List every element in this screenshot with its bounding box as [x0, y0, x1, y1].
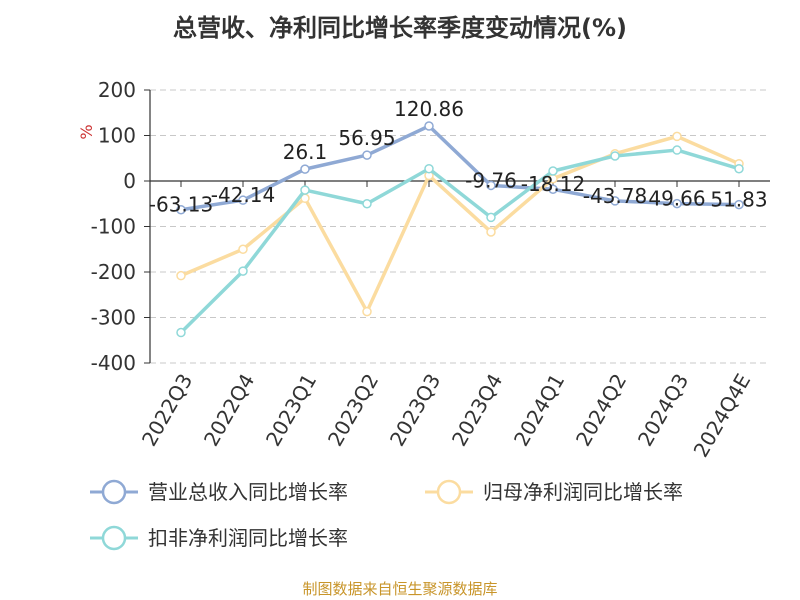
- series-point: [176, 204, 186, 215]
- x-tick-label: 2022Q3: [137, 370, 197, 451]
- series-point: [362, 199, 372, 209]
- y-tick-label: -200: [91, 260, 136, 284]
- series-point: [300, 185, 310, 195]
- series-point: [362, 150, 372, 160]
- legend-label: 归母净利润同比增长率: [483, 480, 683, 504]
- series-point: [548, 166, 558, 176]
- data-label: -43.78: [583, 184, 647, 208]
- data-label: 56.95: [338, 126, 395, 150]
- legend-item: 营业总收入同比增长率: [90, 479, 348, 505]
- data-label: 26.1: [283, 140, 328, 164]
- y-tick-label: -400: [91, 351, 136, 375]
- grid-lines: [150, 89, 770, 364]
- legend-item: 扣非净利润同比增长率: [90, 525, 348, 551]
- series-point: [672, 131, 682, 142]
- x-tick-label: 2024Q1: [509, 370, 569, 451]
- data-label: -42.14: [211, 183, 275, 207]
- y-axis-label: %: [77, 124, 96, 139]
- x-tick-label: 2022Q4: [199, 370, 259, 451]
- x-tick-label: 2023Q3: [385, 370, 445, 451]
- data-label: -63.13: [149, 193, 213, 217]
- legend-label: 扣非净利润同比增长率: [148, 526, 348, 550]
- y-tick-label: 0: [123, 169, 136, 193]
- series-point: [486, 212, 496, 223]
- data-label: 51.83: [710, 188, 767, 212]
- data-label: -9.76: [465, 168, 517, 192]
- x-tick-label: 2023Q2: [323, 370, 383, 451]
- series-line: [180, 124, 740, 212]
- series-point: [238, 266, 248, 276]
- y-tick-label: -300: [91, 306, 136, 330]
- series-line: [179, 148, 740, 334]
- data-label: -18.12: [521, 172, 585, 196]
- series-point: [734, 163, 744, 174]
- x-tick-label: 2024Q2: [571, 370, 631, 451]
- x-tick-label: 2023Q4: [447, 370, 507, 451]
- legend-item: 归母净利润同比增长率: [425, 479, 683, 505]
- x-tick-label: 2023Q1: [261, 370, 321, 451]
- y-tick-label: 200: [98, 78, 136, 102]
- series-point: [610, 151, 620, 161]
- series-point: [734, 199, 744, 210]
- series-point: [362, 306, 372, 317]
- series-point: [486, 180, 496, 191]
- y-tick-label: -100: [91, 215, 136, 239]
- x-tick-label: 2024Q3: [633, 370, 693, 451]
- source-note: 制图数据来自恒生聚源数据库: [302, 580, 498, 598]
- series-point: [424, 121, 434, 131]
- series-point: [672, 145, 682, 155]
- legend-swatch-marker: [101, 479, 127, 505]
- series-point: [548, 184, 558, 194]
- series-point: [300, 164, 310, 174]
- series-point: [486, 227, 496, 237]
- legend-label: 营业总收入同比增长率: [148, 480, 348, 504]
- series-line: [180, 134, 740, 314]
- series-lines: [176, 121, 744, 338]
- chart-title: 总营收、净利同比增长率季度变动情况(%): [173, 14, 627, 42]
- series-point: [424, 163, 434, 174]
- series-point: [176, 327, 186, 338]
- legend-swatch-marker: [101, 525, 127, 551]
- series-point: [238, 244, 248, 254]
- data-label: 49.66: [648, 187, 705, 211]
- series-point: [610, 196, 620, 206]
- series-point: [672, 198, 682, 209]
- x-tick-label: 2024Q4E: [689, 370, 756, 462]
- data-label: 120.86: [394, 97, 464, 121]
- legend-swatch-marker: [436, 479, 462, 505]
- y-tick-label: 100: [98, 124, 136, 148]
- data-labels: -63.13-42.14 26.1 56.95 120.86 -9.76 -18.12-4…: [149, 97, 768, 217]
- series-point: [176, 270, 186, 281]
- series-point: [238, 195, 248, 205]
